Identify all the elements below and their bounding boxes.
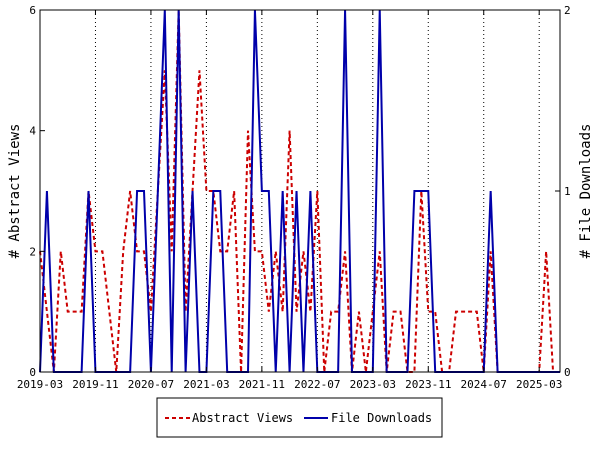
x-tick-label: 2025-03	[516, 378, 562, 391]
legend-box	[156, 397, 443, 438]
y-left-tick-label: 2	[29, 245, 36, 258]
plot-frame	[39, 9, 561, 373]
x-tick-label: 2024-07	[461, 378, 507, 391]
x-tick-label: 2020-07	[128, 378, 174, 391]
x-tick-label: 2021-11	[239, 378, 285, 391]
y-left-tick-label: 4	[29, 125, 36, 138]
y-right-tick-label: 1	[564, 185, 571, 198]
series-line-abstract-views	[39, 9, 560, 373]
x-tick-label: 2021-03	[183, 378, 229, 391]
legend: Abstract Views File Downloads	[156, 397, 443, 438]
series-line-file-downloads	[39, 9, 560, 373]
x-tick-label: 2023-03	[350, 378, 396, 391]
legend-label-file-downloads: File Downloads	[331, 411, 432, 425]
x-tick-label: 2019-03	[17, 378, 63, 391]
x-tick-label: 2023-11	[405, 378, 451, 391]
y-right-tick-label: 0	[564, 366, 571, 379]
y-left-tick-label: 6	[29, 4, 36, 17]
legend-label-abstract-views: Abstract Views	[192, 411, 293, 425]
x-tick-label: 2022-07	[294, 378, 340, 391]
y-axis-left-label: # Abstract Views	[7, 124, 23, 259]
y-right-tick-label: 2	[564, 4, 571, 17]
series-layer	[39, 9, 560, 373]
x-tick-label: 2019-11	[72, 378, 118, 391]
y-left-tick-label: 0	[29, 366, 36, 379]
tick-layer: 2019-03 2019-11 2020-07 2021-03 2021-11 2022-…	[17, 4, 571, 391]
y-axis-right-label: # File Downloads	[578, 124, 594, 259]
